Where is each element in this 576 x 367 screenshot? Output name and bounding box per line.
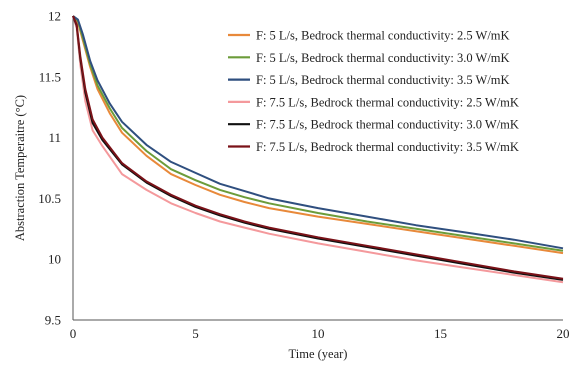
series-line-4 xyxy=(72,15,564,284)
y-tick-label: 10 xyxy=(48,252,61,267)
legend-label: F: 5 L/s, Bedrock thermal conductivity: … xyxy=(256,29,510,43)
y-axis-title: Abstraction Temperaitre (°C) xyxy=(13,95,27,241)
x-tick-label: 10 xyxy=(312,326,325,341)
legend-label: F: 5 L/s, Bedrock thermal conductivity: … xyxy=(256,51,510,65)
y-tick-label: 10.5 xyxy=(38,191,61,206)
series-line-6 xyxy=(72,15,564,280)
x-tick-label: 20 xyxy=(557,326,570,341)
x-tick-label: 5 xyxy=(192,326,199,341)
tick-labels: 0 5 10 15 20 9.5 10 10.5 11 11.5 12 xyxy=(38,9,569,342)
legend-label: F: 7.5 L/s, Bedrock thermal conductivity… xyxy=(256,140,519,154)
axes xyxy=(72,16,563,321)
y-tick-label: 11 xyxy=(48,130,61,145)
x-tick-label: 0 xyxy=(70,326,77,341)
legend: F: 5 L/s, Bedrock thermal conductivity: … xyxy=(228,29,519,154)
series-lines xyxy=(72,15,564,284)
x-axis-title: Time (year) xyxy=(289,347,348,361)
y-tick-label: 11.5 xyxy=(39,69,61,84)
series-line-3 xyxy=(72,15,564,250)
series-line-2 xyxy=(72,15,564,252)
y-tick-label: 12 xyxy=(48,9,61,24)
x-tick-label: 15 xyxy=(434,326,447,341)
y-tick-label: 9.5 xyxy=(45,313,61,328)
legend-label: F: 7.5 L/s, Bedrock thermal conductivity… xyxy=(256,95,519,109)
legend-label: F: 5 L/s, Bedrock thermal conductivity: … xyxy=(256,73,510,87)
legend-label: F: 7.5 L/s, Bedrock thermal conductivity… xyxy=(256,118,519,132)
